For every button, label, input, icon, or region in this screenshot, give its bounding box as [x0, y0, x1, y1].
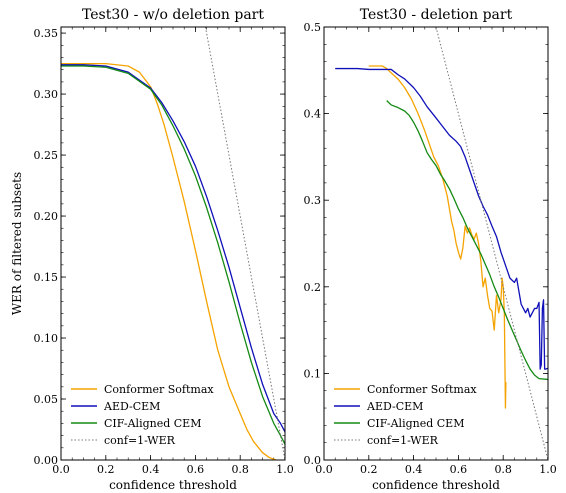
x-axis-label: confidence threshold	[109, 478, 237, 492]
chart-test30-deletion: Test30 - deletion part 0.0 0.2 0.4 0.6 0.8 1.0…	[304, 7, 557, 492]
x-tick-label: 1.0	[276, 463, 294, 476]
series-line-aed-cem	[335, 67, 548, 370]
series-line-cif-aligned-cem	[386, 100, 548, 381]
x-tick-label: 0.6	[187, 463, 205, 476]
x-tick-label: 1.0	[539, 463, 557, 476]
legend-label-conf-1-wer: conf=1-WER	[104, 434, 176, 447]
y-tick-label: 0.0	[304, 454, 322, 467]
series-group	[61, 27, 285, 460]
y-tick-label: 0.2	[304, 281, 322, 294]
legend-label-aed-cem: AED-CEM	[103, 400, 160, 413]
x-tick-label: 0.0	[315, 463, 333, 476]
y-tick-label: 0.4	[304, 108, 322, 121]
y-tick-label: 0.35	[34, 27, 59, 40]
y-tick-label: 0.25	[34, 149, 59, 162]
legend-label-conformer-softmax: Conformer Softmax	[104, 383, 214, 396]
plot-frame	[60, 26, 286, 461]
chart-test30-without-deletion: Test30 - w/o deletion part 0.0 0.2 0.4 0.6 0.…	[10, 7, 294, 492]
x-tick-label: 0.0	[52, 463, 70, 476]
y-axis-label: WER of filtered subsets	[10, 172, 24, 315]
series-line-conformer-softmax	[61, 62, 277, 460]
y-tick-label: 0.15	[34, 271, 59, 284]
legend-label-aed-cem: AED-CEM	[366, 400, 423, 413]
series-group	[335, 27, 548, 460]
y-tick-label: 0.3	[304, 194, 322, 207]
x-tick-label: 0.2	[360, 463, 378, 476]
y-tick-label: 0.05	[34, 393, 59, 406]
x-tick-label: 0.2	[97, 463, 115, 476]
x-tick-label: 0.4	[142, 463, 160, 476]
x-tick-label: 0.8	[494, 463, 512, 476]
x-tick-label: 0.4	[405, 463, 423, 476]
y-tick-label: 0.00	[34, 454, 59, 467]
y-tick-label: 0.5	[304, 21, 322, 34]
x-axis-label: confidence threshold	[372, 478, 500, 492]
y-tick-label: 0.30	[34, 88, 59, 101]
x-tick-label: 0.6	[450, 463, 468, 476]
chart-title: Test30 - w/o deletion part	[82, 7, 264, 23]
legend-label-conf-1-wer: conf=1-WER	[367, 434, 439, 447]
series-line-aed-cem	[61, 64, 285, 433]
series-line-cif-aligned-cem	[61, 65, 285, 445]
series-line-conformer-softmax	[368, 65, 507, 409]
plot-frame	[323, 26, 549, 461]
legend-label-cif-aligned-cem: CIF-Aligned CEM	[367, 417, 464, 430]
y-tick-label: 0.10	[34, 332, 59, 345]
chart-title: Test30 - deletion part	[360, 7, 513, 23]
x-tick-label: 0.8	[231, 463, 249, 476]
series-line-conf-1-wer	[435, 27, 548, 460]
legend-label-conformer-softmax: Conformer Softmax	[367, 383, 477, 396]
legend-label-cif-aligned-cem: CIF-Aligned CEM	[104, 417, 201, 430]
y-tick-label: 0.1	[304, 367, 322, 380]
y-tick-label: 0.20	[34, 210, 59, 223]
